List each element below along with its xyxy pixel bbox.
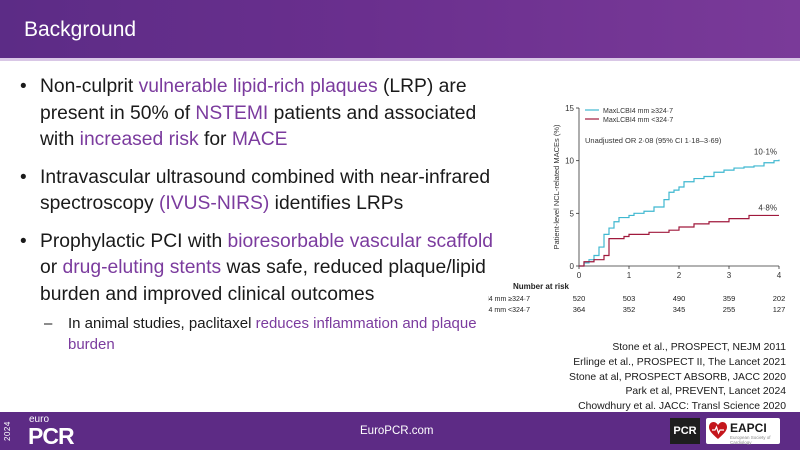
eapci-label: EAPCI: [730, 421, 767, 435]
risk-value: 520: [573, 294, 586, 303]
end-label: 4·8%: [758, 203, 777, 212]
brand-pcr: PCR: [28, 423, 75, 449]
title-bar: Background: [0, 0, 800, 61]
text-run: was safe, reduced plaque/lipid burden an…: [40, 257, 486, 305]
chart-annotation: Unadjusted OR 2·08 (95% CI 1·18–3·69): [585, 136, 722, 145]
highlight-run: increased risk: [79, 129, 199, 150]
text-run: patients and associated with: [40, 102, 477, 151]
risk-value: 359: [723, 294, 736, 303]
y-tick-label: 15: [565, 104, 574, 113]
x-tick-label: 3: [727, 271, 732, 280]
reference-item: Park et al, PREVENT, Lancet 2024: [625, 386, 786, 398]
sub-bullet-paclitaxel: – In animal studies, paclitaxel reduces …: [16, 313, 498, 355]
y-tick-label: 5: [570, 209, 575, 218]
risk-value: 352: [623, 305, 636, 314]
highlight-run: drug-eluting stents: [62, 257, 222, 278]
risk-value: 127: [773, 305, 786, 314]
series-line-high: [579, 159, 780, 267]
risk-row-label: MaxLCBI4 mm ≥324·7: [488, 296, 530, 303]
text-run: Prophylactic PCI with: [40, 230, 228, 252]
bullet-prophylactic-pci: • Prophylactic PCI with bioresorbable va…: [16, 229, 498, 309]
text-run: Intravascular ultrasound combined with n…: [40, 166, 491, 215]
text-run: identifies LRPs: [269, 193, 404, 214]
text-run: (LRP) are present in 50% of: [40, 76, 467, 124]
heart-icon: [709, 422, 727, 439]
bullet-dot-icon: •: [20, 166, 27, 188]
bullet-lrp: • Non-culprit vulnerable lipid-rich plaq…: [16, 74, 498, 154]
eapci-logo: EAPCI European Society of Cardiology: [706, 418, 780, 445]
bullet-ivus-nirs: • Intravascular ultrasound combined with…: [16, 165, 498, 218]
reference-item: Chowdhury et al. JACC: Transl Science 20…: [578, 401, 786, 413]
page-title: Background: [24, 18, 137, 41]
legend-entry: MaxLCBI4 mm <324·7: [603, 117, 673, 124]
risk-value: 345: [673, 305, 686, 314]
bullet-text: Non-culprit vulnerable lipid-rich plaque…: [40, 76, 476, 150]
pcr-logo: PCR: [670, 418, 700, 444]
bullet-dot-icon: •: [20, 230, 27, 252]
text-run: for: [198, 129, 232, 150]
bullet-text: Intravascular ultrasound combined with n…: [40, 167, 490, 215]
series-line-low: [579, 214, 779, 267]
x-tick-label: 4: [777, 271, 782, 280]
text-run: or: [40, 257, 63, 278]
highlight-run: reduces inflammation and plaque burden: [68, 315, 477, 353]
highlight-run: NSTEMI: [195, 102, 269, 124]
eapci-sublabel: European Society of Cardiology: [730, 435, 771, 445]
website-link[interactable]: EuroPCR.com: [360, 425, 434, 437]
x-tick-label: 0: [577, 271, 582, 280]
dash-icon: –: [44, 315, 53, 332]
legend-entry: MaxLCBI4 mm ≥324·7: [603, 108, 673, 115]
reference-item: Stone et al., PROSPECT, NEJM 2011: [612, 342, 786, 353]
highlight-run: bioresorbable vascular scaffold: [227, 230, 493, 252]
risk-value: 255: [723, 305, 736, 314]
references: Stone et al., PROSPECT, NEJM 2011 Erling…: [569, 341, 786, 415]
reference-item: Erlinge et al., PROSPECT II, The Lancet …: [573, 356, 786, 368]
km-chart: 0 5 10 15 0 1 2 3 4 Patient-level NCL-related MAC…: [488, 104, 786, 314]
bullet-dot-icon: •: [20, 76, 27, 97]
risk-row-label: MaxLCBI4 mm <324·7: [488, 307, 530, 314]
y-tick-label: 10: [565, 157, 574, 166]
reference-item: Stone at al, PROSPECT ABSORB, JACC 2020: [569, 371, 786, 383]
x-tick-label: 1: [627, 271, 632, 280]
sub-bullet-text: In animal studies, paclitaxel reduces in…: [68, 315, 477, 353]
footer-year: 2024: [3, 421, 12, 441]
text-run: Non-culprit: [40, 76, 139, 97]
risk-value: 364: [573, 305, 586, 314]
highlight-run: vulnerable lipid-rich plaques: [138, 76, 378, 97]
end-label: 10·1%: [754, 148, 777, 157]
y-axis-label: Patient-level NCL-related MACEs (%): [552, 124, 561, 250]
risk-table-title: Number at risk: [513, 282, 570, 291]
text-run: In animal studies, paclitaxel: [68, 315, 256, 332]
risk-value: 202: [773, 294, 786, 303]
y-tick-label: 0: [570, 262, 575, 271]
highlight-run: MACE: [231, 129, 288, 150]
risk-value: 490: [673, 294, 686, 303]
x-tick-label: 2: [677, 271, 682, 280]
footer-bar: 2024 euro PCR EuroPCR.com PCR EAPCI Euro…: [0, 412, 800, 450]
header-divider: [0, 58, 800, 61]
risk-value: 503: [623, 294, 636, 303]
brand-euro: euro: [29, 414, 50, 425]
bullet-list: • Non-culprit vulnerable lipid-rich plaq…: [16, 74, 498, 355]
bullet-text: Prophylactic PCI with bioresorbable vasc…: [40, 231, 493, 305]
highlight-run: (IVUS-NIRS): [158, 193, 270, 214]
